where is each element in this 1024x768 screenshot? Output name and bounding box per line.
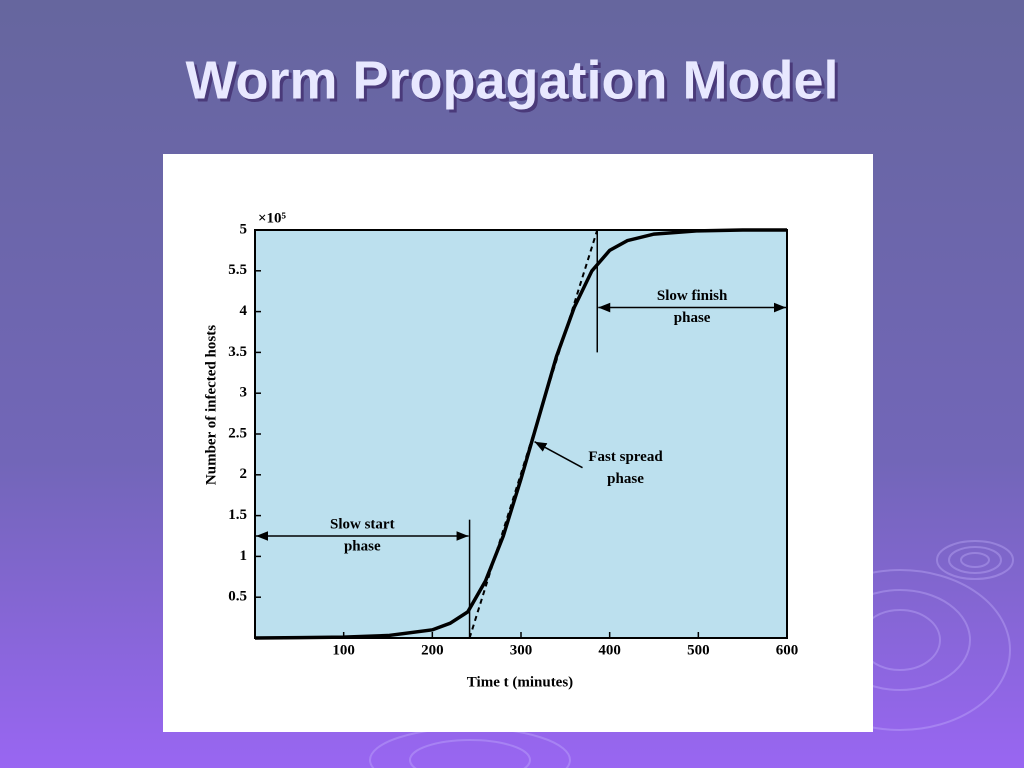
y-tick-label: 1 bbox=[240, 548, 248, 564]
x-tick-label: 500 bbox=[687, 642, 710, 658]
multiplier: ×10⁵ bbox=[258, 210, 287, 226]
annotation-text: phase bbox=[607, 471, 644, 487]
annotation-text: phase bbox=[344, 538, 381, 554]
x-tick-label: 100 bbox=[332, 642, 355, 658]
annotation-arrow bbox=[534, 441, 583, 469]
y-tick-label: 3 bbox=[240, 385, 248, 401]
y-axis-label: Number of infected hosts bbox=[203, 325, 219, 485]
y-tick-label: 5 bbox=[240, 221, 248, 237]
annotation-text: phase bbox=[674, 310, 711, 326]
plot-area bbox=[254, 229, 788, 639]
slide-title: Worm Propagation Model bbox=[185, 50, 838, 110]
y-tick-label: 5.5 bbox=[228, 262, 247, 278]
title-shadow: Worm Propagation Model bbox=[188, 53, 841, 113]
y-tick-label: 2 bbox=[240, 466, 248, 482]
y-tick-label: 3.5 bbox=[228, 344, 247, 360]
x-tick-label: 300 bbox=[510, 642, 533, 658]
annotation-text: Fast spread bbox=[588, 449, 663, 465]
annotation-text: Slow start bbox=[330, 516, 395, 532]
chart: ×10⁵ Time t (minutes) Number of infected… bbox=[203, 210, 798, 690]
x-axis-label: Time t (minutes) bbox=[467, 674, 573, 690]
y-tick-label: 0.5 bbox=[228, 589, 247, 605]
y-tick-label: 4 bbox=[240, 303, 248, 319]
x-tick-label: 600 bbox=[776, 642, 799, 658]
x-tick-label: 200 bbox=[421, 642, 444, 658]
x-tick-label: 400 bbox=[598, 642, 621, 658]
y-tick-label: 1.5 bbox=[228, 507, 247, 523]
annotation-text: Slow finish bbox=[657, 288, 728, 304]
y-tick-label: 2.5 bbox=[228, 425, 247, 441]
